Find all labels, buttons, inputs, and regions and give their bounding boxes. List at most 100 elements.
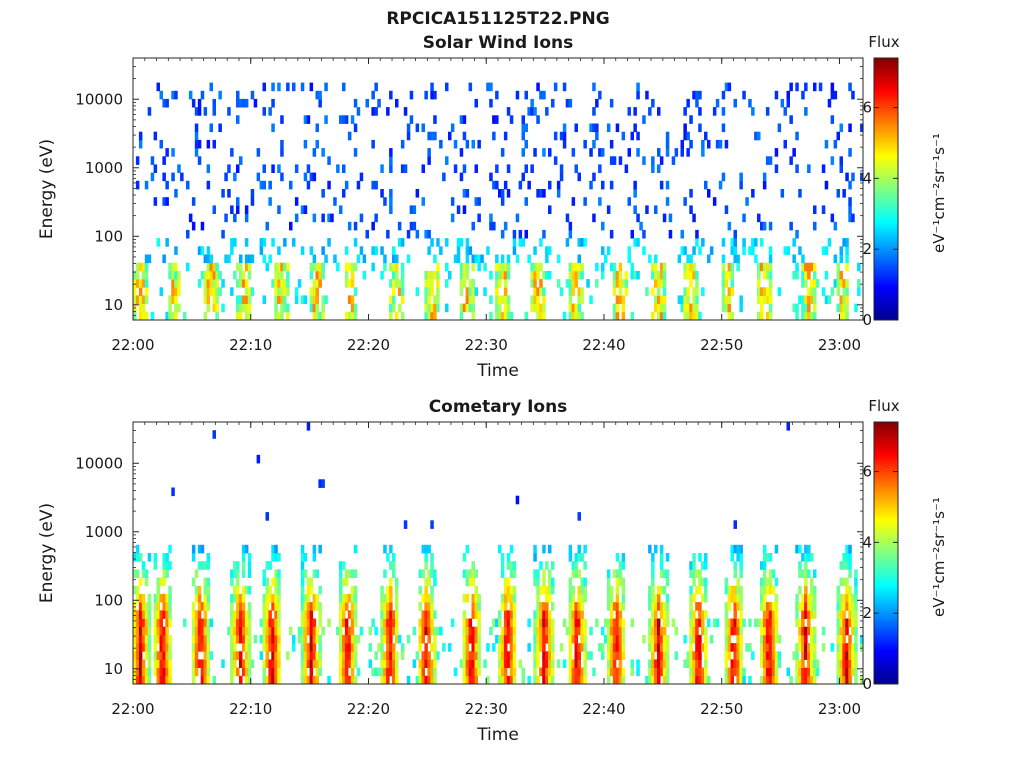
heatmap-cell xyxy=(353,287,358,296)
heatmap-cell xyxy=(506,610,511,619)
heatmap-cell xyxy=(506,254,511,264)
heatmap-cell xyxy=(854,667,858,677)
heatmap-cell xyxy=(577,602,581,611)
heatmap-cell xyxy=(533,634,537,644)
heatmap-cell xyxy=(500,675,505,685)
heatmap-cell xyxy=(344,569,349,578)
heatmap-cell xyxy=(751,189,755,198)
heatmap-cell xyxy=(836,131,840,141)
heatmap-cell xyxy=(371,90,375,100)
heatmap-cell xyxy=(839,593,843,603)
heatmap-cell xyxy=(383,626,387,636)
heatmap-cell xyxy=(200,675,205,685)
heatmap-cell xyxy=(430,553,434,562)
heatmap-cell xyxy=(271,577,275,587)
heatmap-cell xyxy=(333,197,337,206)
heatmap-cell xyxy=(657,618,661,628)
heatmap-cell xyxy=(657,311,661,321)
heatmap-cell xyxy=(798,569,802,578)
heatmap-cell xyxy=(135,593,140,603)
heatmap-cell xyxy=(854,675,858,685)
heatmap-cell xyxy=(471,262,475,272)
heatmap-cell xyxy=(827,98,832,108)
y-axis-label: Energy (eV) xyxy=(37,139,57,239)
heatmap-cell xyxy=(615,553,620,562)
heatmap-cell xyxy=(247,295,252,304)
heatmap-cell xyxy=(807,667,811,677)
heatmap-cell xyxy=(244,643,249,652)
heatmap-cell xyxy=(212,303,216,313)
heatmap-cell xyxy=(433,675,437,685)
heatmap-cell xyxy=(807,610,811,619)
heatmap-cell xyxy=(344,643,349,652)
heatmap-cell xyxy=(630,311,634,321)
heatmap-cell xyxy=(568,634,573,644)
heatmap-cell xyxy=(200,634,205,644)
heatmap-cell xyxy=(689,270,693,280)
heatmap-cell xyxy=(615,270,620,280)
heatmap-cell xyxy=(739,585,743,595)
heatmap-cell xyxy=(244,675,249,685)
heatmap-cell xyxy=(224,254,228,264)
heatmap-cell xyxy=(495,295,499,304)
heatmap-cell xyxy=(321,189,325,198)
heatmap-cell xyxy=(424,643,428,652)
heatmap-cell xyxy=(854,659,858,668)
heatmap-cell xyxy=(465,139,470,149)
heatmap-cell xyxy=(615,602,620,611)
heatmap-cell xyxy=(141,634,146,644)
heatmap-cell xyxy=(191,659,196,668)
heatmap-cell xyxy=(309,295,314,304)
heatmap-cell xyxy=(374,626,378,636)
heatmap-cell xyxy=(503,618,508,628)
heatmap-cell xyxy=(265,659,269,668)
heatmap-cell xyxy=(244,238,249,247)
heatmap-cell xyxy=(621,667,626,677)
heatmap-cell xyxy=(168,311,172,321)
heatmap-cell xyxy=(395,626,399,636)
heatmap-cell xyxy=(621,593,626,603)
heatmap-cell xyxy=(274,270,278,280)
heatmap-cell xyxy=(141,593,146,603)
heatmap-cell xyxy=(698,107,702,116)
heatmap-cell xyxy=(680,139,684,149)
heatmap-cell xyxy=(698,123,702,133)
heatmap-cell xyxy=(503,659,508,668)
heatmap-cell xyxy=(568,651,573,660)
heatmap-cell xyxy=(256,172,261,182)
heatmap-cell xyxy=(657,667,661,677)
heatmap-cell xyxy=(601,246,605,255)
heatmap-cell xyxy=(571,626,576,636)
heatmap-cell xyxy=(397,634,402,644)
heatmap-cell xyxy=(536,651,540,660)
heatmap-cell xyxy=(500,643,505,652)
heatmap-cell xyxy=(268,659,272,668)
heatmap-cell xyxy=(562,123,567,133)
heatmap-cell xyxy=(162,553,166,562)
heatmap-cell xyxy=(801,553,805,562)
heatmap-cell xyxy=(392,303,396,313)
heatmap-cell xyxy=(342,602,346,611)
heatmap-cell xyxy=(283,238,287,247)
heatmap-cell xyxy=(736,553,740,562)
heatmap-cell xyxy=(495,311,499,321)
heatmap-cell xyxy=(548,610,552,619)
heatmap-cell xyxy=(804,295,808,304)
heatmap-cell xyxy=(577,667,581,677)
heatmap-cell xyxy=(259,651,264,660)
heatmap-cell xyxy=(236,295,240,304)
heatmap-cell xyxy=(353,221,358,231)
heatmap-cell xyxy=(736,626,740,636)
heatmap-cell xyxy=(392,246,396,255)
heatmap-cell xyxy=(212,295,216,304)
heatmap-cell xyxy=(209,618,213,628)
heatmap-cell xyxy=(392,279,396,288)
heatmap-cell xyxy=(347,659,352,668)
heatmap-cell xyxy=(265,577,269,587)
heatmap-cell xyxy=(539,287,543,296)
heatmap-cell xyxy=(813,262,817,272)
heatmap-cell xyxy=(194,626,199,636)
heatmap-cell xyxy=(477,139,481,149)
heatmap-cell xyxy=(659,585,664,595)
heatmap-cell xyxy=(768,602,773,611)
